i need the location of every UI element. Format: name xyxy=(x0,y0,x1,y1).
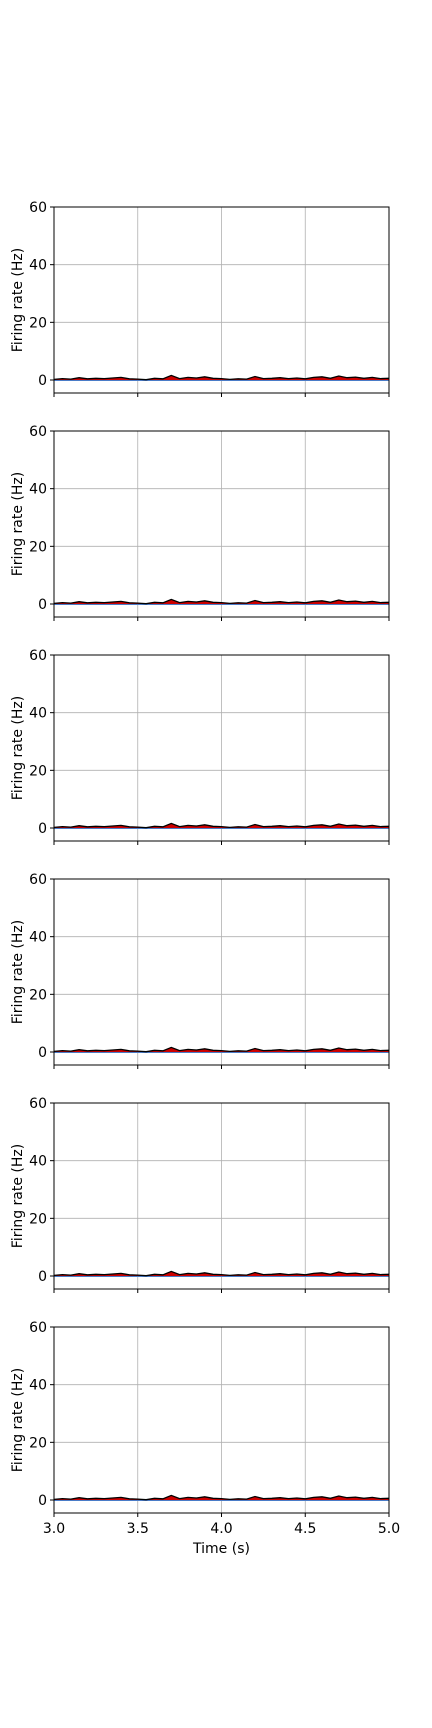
y-tick-label: 40 xyxy=(29,930,47,946)
y-tick-label: 40 xyxy=(29,482,47,498)
y-tick-label: 40 xyxy=(29,1154,47,1170)
y-tick-label: 0 xyxy=(38,1269,47,1285)
rate-line xyxy=(53,1046,390,1053)
y-axis-label: Firing rate (Hz) xyxy=(10,248,26,352)
y-axis-label: Firing rate (Hz) xyxy=(10,696,26,800)
y-tick-label: 60 xyxy=(29,872,47,888)
y-tick-label: 40 xyxy=(29,706,47,722)
y-axis-label: Firing rate (Hz) xyxy=(10,472,26,576)
y-axis-label: Firing rate (Hz) xyxy=(10,1368,26,1472)
panel-6: 0 20 40 60 3.0 3.5 4.0 4.5 5.0 Firing rate (Hz) xyxy=(10,1320,400,1537)
y-tick-label: 40 xyxy=(29,1378,47,1394)
y-tick-label: 60 xyxy=(29,1096,47,1112)
y-tick-label: 40 xyxy=(29,258,47,274)
y-tick-label: 20 xyxy=(29,1435,47,1451)
y-tick-label: 0 xyxy=(38,373,47,389)
y-tick-label: 60 xyxy=(29,424,47,440)
x-axis-label: Time (s) xyxy=(192,1541,250,1557)
rate-line xyxy=(53,822,390,829)
y-tick-label: 60 xyxy=(29,648,47,664)
rate-line xyxy=(53,374,390,381)
y-axis-label: Firing rate (Hz) xyxy=(10,1144,26,1248)
panel-5: 0 20 40 60 Firing rate (Hz) xyxy=(10,1096,390,1293)
y-tick-label: 60 xyxy=(29,200,47,216)
y-axis-label: Firing rate (Hz) xyxy=(10,920,26,1024)
panel-1: 0 20 40 60 Firing rate (Hz) xyxy=(10,200,390,397)
y-tick-label: 20 xyxy=(29,763,47,779)
y-tick-label: 0 xyxy=(38,1045,47,1061)
x-tick-label: 4.5 xyxy=(294,1521,316,1537)
rate-line xyxy=(53,1270,390,1277)
panel-3: 0 20 40 60 Firing rate (Hz) xyxy=(10,648,390,845)
y-tick-label: 0 xyxy=(38,597,47,613)
y-tick-label: 0 xyxy=(38,821,47,837)
y-tick-label: 20 xyxy=(29,539,47,555)
y-tick-label: 20 xyxy=(29,315,47,331)
panel-4: 0 20 40 60 Firing rate (Hz) xyxy=(10,872,390,1069)
x-tick-label: 4.0 xyxy=(210,1521,232,1537)
y-tick-label: 20 xyxy=(29,1211,47,1227)
y-tick-label: 20 xyxy=(29,987,47,1003)
rate-line xyxy=(53,1494,390,1501)
x-tick-label: 3.0 xyxy=(43,1521,65,1537)
y-tick-label: 0 xyxy=(38,1493,47,1509)
rate-line xyxy=(53,598,390,605)
panel-2: 0 20 40 60 Firing rate (Hz) xyxy=(10,424,390,621)
x-tick-label: 5.0 xyxy=(378,1521,400,1537)
y-tick-label: 60 xyxy=(29,1320,47,1336)
x-tick-label: 3.5 xyxy=(127,1521,149,1537)
